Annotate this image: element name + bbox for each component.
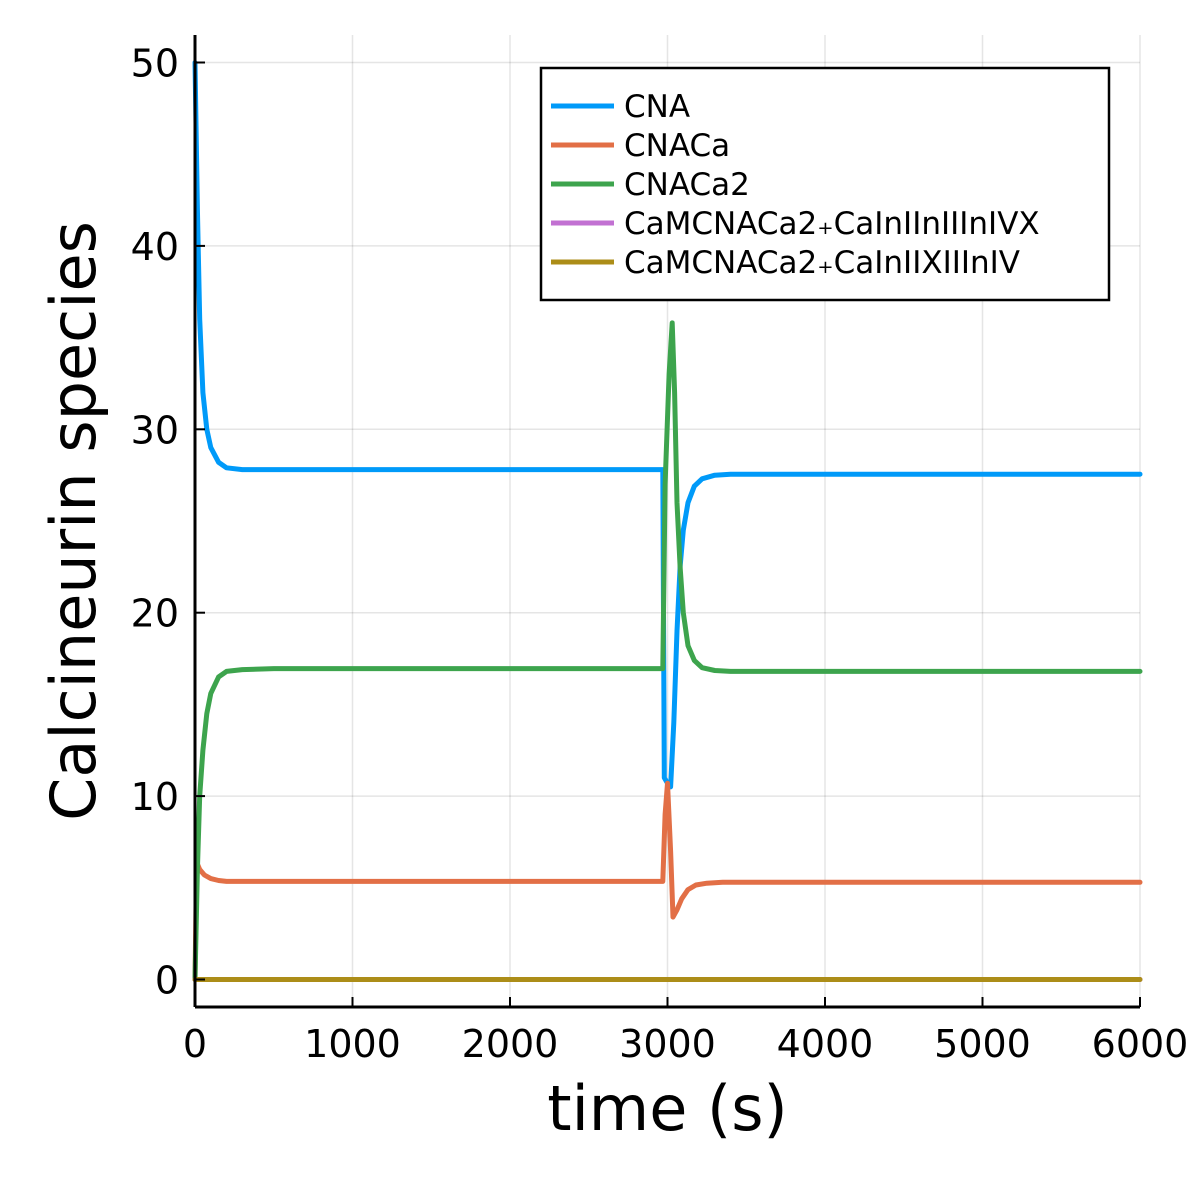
legend-label-5: CaMCNACa2₊CaInIIXIIInIV (624, 245, 1020, 281)
y-axis-title: Calcineurin species (37, 221, 110, 821)
series-layer (192, 60, 1143, 982)
axes (193, 35, 1141, 1009)
legend-label-4: CaMCNACa2₊CaInIInIIInIVX (624, 206, 1040, 242)
x-tick-label: 0 (183, 1022, 207, 1066)
legend: CNACNACaCNACa2CaMCNACa2₊CaInIInIIInIVXCa… (539, 66, 1111, 302)
y-tick-label: 0 (155, 958, 179, 1002)
legend-box (539, 66, 1111, 302)
y-tick-label: 10 (131, 775, 179, 819)
series-line-2 (192, 780, 1143, 982)
legend-label-1: CNA (624, 89, 690, 125)
x-tick-label: 5000 (934, 1022, 1031, 1066)
x-tick-label: 3000 (619, 1022, 716, 1066)
legend-label-3: CNACa2 (624, 167, 750, 203)
x-tick-label: 6000 (1092, 1022, 1189, 1066)
y-tick-label: 20 (131, 592, 179, 636)
series-line-3 (192, 320, 1143, 982)
x-tick-label: 1000 (304, 1022, 401, 1066)
x-axis-title: time (s) (547, 1072, 787, 1145)
x-tick-label: 4000 (777, 1022, 874, 1066)
y-tick-label: 40 (131, 225, 179, 269)
legend-label-2: CNACa (624, 128, 730, 164)
x-tick-label: 2000 (462, 1022, 559, 1066)
y-tick-label: 30 (131, 408, 179, 452)
tick-labels: 0 1000 2000 3000 4000 5000 6000 0 10 20 30 40 50 (131, 42, 1189, 1066)
y-tick-label: 50 (131, 42, 179, 86)
